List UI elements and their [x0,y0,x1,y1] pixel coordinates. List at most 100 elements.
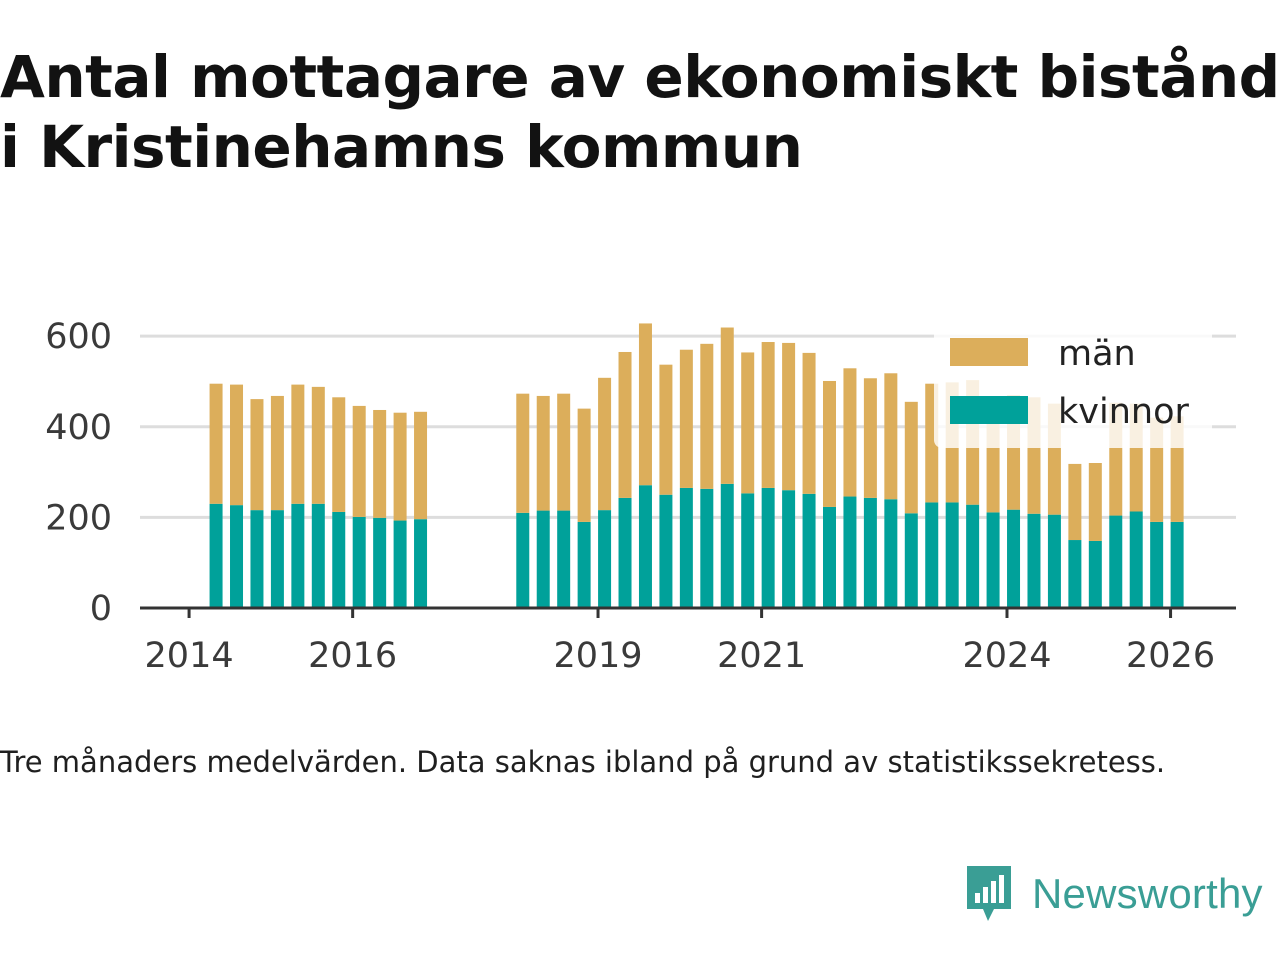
bar-man [352,405,366,517]
bar-kvinnor [638,485,652,608]
y-axis-ticks: 0 200 400 600 [45,317,112,629]
bar-kvinnor [414,519,428,608]
bar-man [414,411,428,520]
legend-label-man: män [1058,334,1136,374]
bar-man [822,380,836,507]
bar-kvinnor [904,513,918,608]
bar-kvinnor [373,517,387,608]
footnote: Tre månaders medelvärden. Data saknas ib… [0,745,1166,779]
legend-swatch-kvinnor [950,396,1028,424]
bar-kvinnor [332,511,346,608]
bar-kvinnor [291,503,305,608]
bar-kvinnor [1129,511,1143,608]
bar-kvinnor [618,497,632,608]
bar-man [761,342,775,488]
bar-kvinnor [741,493,755,608]
x-tick-label: 2021 [717,636,806,676]
bar-kvinnor [1027,513,1041,608]
bar-kvinnor [250,510,264,608]
bar-kvinnor [966,504,980,608]
y-tick-label: 0 [90,589,112,629]
bar-man [209,383,223,504]
legend: män kvinnor [934,320,1212,448]
bar-kvinnor [536,510,550,608]
bar-man [536,395,550,511]
bar-man [863,378,877,498]
bar-kvinnor [209,503,223,608]
bars [209,323,1184,608]
bar-man [843,368,857,497]
bar-man [230,384,244,506]
bar-kvinnor [516,512,530,608]
bar-kvinnor [986,512,1000,608]
chart-title: Antal mottagare av ekonomiskt bistånd i … [0,42,1280,182]
bar-kvinnor [577,521,591,608]
bar-man [393,412,407,521]
bar-kvinnor [863,497,877,608]
bar-kvinnor [925,502,939,608]
bar-man [638,323,652,486]
bar-man [557,393,571,511]
bar-man [1068,463,1082,541]
bar-man [659,364,673,495]
bar-kvinnor [884,499,898,608]
x-tick-label: 2024 [962,636,1051,676]
bar-man [741,352,755,494]
y-tick-label: 400 [45,408,112,448]
bar-kvinnor [1088,540,1102,608]
bar-man [1088,463,1102,541]
bar-kvinnor [720,483,734,608]
bar-man [373,409,387,518]
bar-man [884,373,898,500]
bar-kvinnor [843,496,857,608]
bar-kvinnor [761,487,775,608]
bar-man [311,386,325,504]
bar-man [700,343,714,489]
y-tick-label: 200 [45,498,112,538]
bar-kvinnor [782,490,796,608]
bar-kvinnor [270,510,284,608]
bar-man [516,393,530,513]
x-tick-label: 2019 [553,636,642,676]
chart-title-line-1: Antal mottagare av ekonomiskt bistånd [0,43,1280,111]
bar-kvinnor [659,494,673,608]
bar-man [618,351,632,498]
bar-kvinnor [945,502,959,608]
chart-title-line-2: i Kristinehamns kommun [0,113,803,181]
x-tick-label: 2016 [308,636,397,676]
bar-man [679,349,693,488]
bar-kvinnor [802,493,816,608]
bar-kvinnor [1007,509,1021,608]
newsworthy-logo-icon [967,866,1011,921]
bar-kvinnor [1047,514,1061,608]
bar-kvinnor [1109,515,1123,608]
bar-kvinnor [311,503,325,608]
bar-man [250,399,264,511]
bar-kvinnor [700,488,714,608]
bar-kvinnor [598,510,612,608]
bar-man [577,408,591,522]
x-tick-label: 2014 [145,636,234,676]
bar-kvinnor [822,506,836,608]
bar-kvinnor [230,505,244,608]
bar-kvinnor [393,520,407,608]
bar-kvinnor [352,516,366,608]
y-tick-label: 600 [45,317,112,357]
bar-man [720,327,734,484]
bar-man [332,397,346,512]
bar-man [802,352,816,494]
newsworthy-brand[interactable]: Newsworthy [964,862,1263,926]
bar-kvinnor [1068,540,1082,608]
bar-man [904,401,918,514]
x-axis: 2014 2016 2019 2021 2024 2026 [140,606,1236,676]
bar-man [782,342,796,491]
bar-kvinnor [679,487,693,608]
legend-label-kvinnor: kvinnor [1058,392,1189,432]
bar-man [291,384,305,504]
x-tick-label: 2026 [1126,636,1215,676]
bar-kvinnor [1170,521,1184,608]
bar-man [598,377,612,511]
brand-name: Newsworthy [1032,870,1263,917]
stacked-bar-chart: 2014 2016 2019 2021 2024 2026 0 200 400 600 män … [45,317,1236,676]
legend-swatch-man [950,338,1028,366]
